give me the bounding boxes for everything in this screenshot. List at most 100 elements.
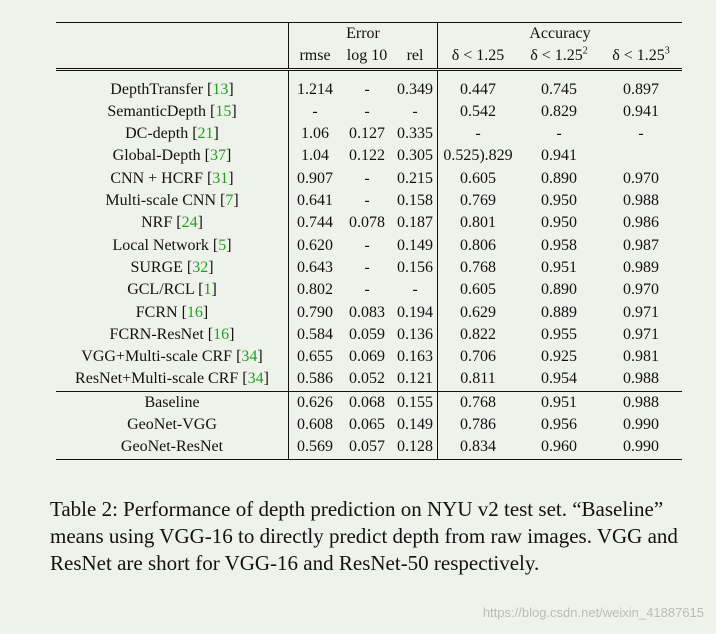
method-name: GeoNet-ResNet: [120, 438, 224, 456]
method-name: FCRN-ResNet: [109, 325, 204, 343]
value-cell-log10: 0.065: [349, 416, 385, 434]
value-cell-delta3: 0.941: [623, 102, 659, 120]
value-cell-rmse: 0.641: [288, 190, 341, 213]
method-name: ResNet+Multi-scale CRF: [75, 370, 239, 388]
method-name: CNN + HCRF: [110, 169, 203, 187]
citation-link[interactable]: 5: [218, 236, 227, 254]
citation-link[interactable]: 7: [225, 192, 234, 210]
value-cell-rel: 0.136: [397, 325, 433, 343]
value-cell-log10: -: [364, 192, 370, 210]
method-cell: DC-depth [21]: [125, 125, 219, 143]
method-cell: ResNet+Multi-scale CRF [34]: [75, 370, 269, 388]
value-cell-rmse: 1.04: [288, 145, 341, 168]
method-name: NRF: [141, 214, 173, 232]
citation-link[interactable]: 16: [186, 303, 203, 321]
value-cell-delta1: 0.768: [437, 256, 518, 280]
group-header-error: Error: [288, 22, 438, 46]
method-cell: Global-Depth [37]: [112, 147, 232, 165]
col-header-delta2: δ < 1.252: [530, 45, 588, 65]
method-name: DC-depth: [125, 125, 189, 143]
value-cell-rmse: 0.655: [288, 346, 341, 369]
value-cell-rmse: 0.584: [288, 323, 341, 347]
value-cell-log10: -: [364, 169, 370, 187]
citation-link[interactable]: 32: [192, 258, 209, 276]
citation-link[interactable]: 1: [203, 281, 212, 299]
citation-link[interactable]: 15: [215, 102, 232, 120]
method-cell: GCL/RCL [1]: [127, 281, 217, 299]
citation-link[interactable]: 21: [197, 125, 214, 143]
citation-link[interactable]: 37: [209, 147, 226, 165]
method-name: DepthTransfer: [110, 80, 204, 98]
citation-link[interactable]: 13: [212, 80, 229, 98]
table-caption: Table 2: Performance of depth prediction…: [50, 497, 678, 575]
value-cell-rel: 0.121: [397, 370, 433, 388]
value-cell-rel: -: [412, 281, 418, 299]
value-cell-delta3: 0.981: [623, 348, 659, 366]
method-cell: FCRN-ResNet [16]: [109, 325, 235, 343]
table-row: VGG+Multi-scale CRF [34] 0.655 0.069 0.163 0…: [56, 346, 682, 369]
value-cell-log10: -: [364, 80, 370, 98]
value-cell-delta2: 0.950: [541, 214, 577, 232]
col-header-delta1: δ < 1.25: [437, 45, 518, 70]
value-cell-delta2: 0.890: [541, 281, 577, 299]
citation-link[interactable]: 34: [247, 370, 264, 388]
col-header-delta3: δ < 1.253: [612, 45, 670, 65]
value-cell-rel: 0.187: [397, 214, 433, 232]
value-cell-delta3: 0.990: [600, 436, 682, 460]
value-cell-delta1: 0.801: [437, 212, 518, 235]
value-cell-delta1: 0.768: [437, 390, 518, 415]
value-cell-delta3: 0.988: [623, 192, 659, 210]
value-cell-delta1: 0.834: [437, 436, 518, 460]
value-cell-log10: 0.059: [349, 325, 385, 343]
value-cell-delta3: 0.970: [623, 169, 659, 187]
value-cell-delta3: [600, 145, 682, 167]
header-rule: [56, 67, 682, 79]
value-cell-delta2: 0.889: [541, 303, 577, 321]
table-row: Multi-scale CNN [7] 0.641 - 0.158 0.769 0.950…: [56, 190, 682, 213]
method-name: Global-Depth: [112, 147, 201, 165]
col-header-rel: rel: [406, 47, 424, 65]
table-row: GCL/RCL [1] 0.802 - - 0.605 0.890 0.970: [56, 279, 682, 302]
value-cell-log10: -: [364, 102, 370, 120]
citation-link[interactable]: 16: [213, 325, 230, 343]
value-cell-rmse: 0.586: [288, 368, 341, 392]
method-cell: Local Network [5]: [112, 236, 232, 254]
col-header-log10: log 10: [346, 47, 388, 65]
table-row: FCRN-ResNet [16] 0.584 0.059 0.136 0.822 0.95…: [56, 323, 682, 347]
value-cell-delta1: 0.706: [437, 346, 518, 369]
value-cell-delta1: 0.822: [437, 323, 518, 347]
value-cell-delta3: 0.987: [623, 236, 659, 254]
value-cell-delta2: 0.890: [541, 169, 577, 187]
watermark-url: https://blog.csdn.net/weixin_41887615: [482, 605, 704, 620]
method-cell: DepthTransfer [13]: [110, 80, 234, 98]
value-cell-rmse: 0.802: [288, 279, 341, 302]
value-cell-rmse: 0.608: [288, 414, 341, 437]
value-cell-delta2: 0.829: [541, 102, 577, 120]
value-cell-rel: 0.335: [397, 125, 433, 143]
value-cell-rel: -: [412, 102, 418, 120]
value-cell-rel: 0.194: [397, 303, 433, 321]
group-header-accuracy: Accuracy: [437, 22, 682, 46]
table-row: FCRN [16] 0.790 0.083 0.194 0.629 0.889 0.971: [56, 301, 682, 324]
value-cell-rmse: 0.744: [288, 212, 341, 235]
value-cell-delta3: 0.989: [623, 258, 659, 276]
citation-link[interactable]: 34: [241, 348, 258, 366]
value-cell-delta1: 0.447: [437, 78, 518, 101]
value-cell-log10: -: [364, 258, 370, 276]
value-cell-delta1: 0.605: [437, 167, 518, 191]
value-cell-rmse: 0.569: [288, 436, 341, 460]
table-row: GeoNet-ResNet 0.569 0.057 0.128 0.834 0.960 0.…: [56, 436, 682, 460]
table-row: ResNet+Multi-scale CRF [34] 0.586 0.052 0.1…: [56, 368, 682, 392]
value-cell-log10: 0.069: [349, 348, 385, 366]
table-row: Global-Depth [37] 1.04 0.122 0.305 0.525).82…: [56, 145, 682, 168]
citation-link[interactable]: 31: [212, 169, 229, 187]
value-cell-log10: 0.083: [349, 303, 385, 321]
table-row: DC-depth [21] 1.06 0.127 0.335- - -: [56, 123, 682, 146]
value-cell-rel: 0.155: [393, 390, 438, 415]
value-cell-delta1: 0.542: [437, 100, 518, 124]
citation-link[interactable]: 24: [181, 214, 198, 232]
method-cell: NRF [24]: [141, 214, 203, 232]
value-cell-delta1: 0.629: [437, 301, 518, 324]
method-cell: GeoNet-VGG: [56, 414, 289, 436]
value-cell-rel: 0.349: [397, 80, 433, 98]
